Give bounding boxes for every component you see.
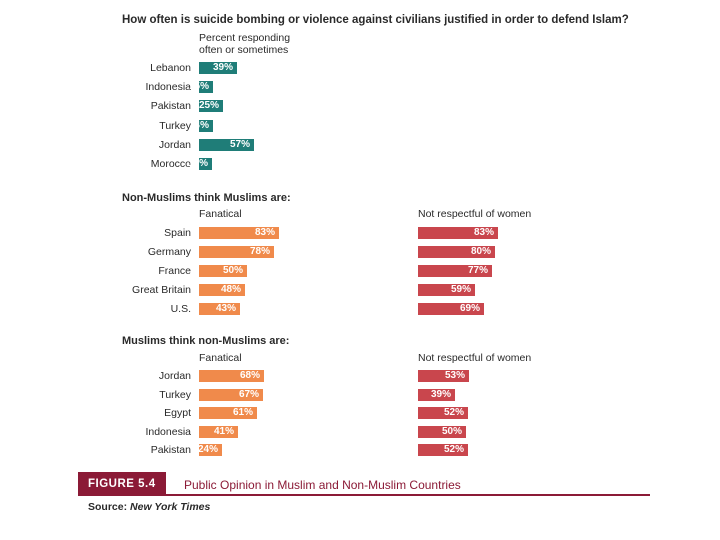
bar: 77% xyxy=(418,265,492,277)
bar-value-label: 52% xyxy=(443,407,464,418)
bar-value-label: 67% xyxy=(238,389,259,400)
chart-title: How often is suicide bombing or violence… xyxy=(122,14,629,26)
bar: 48% xyxy=(199,284,245,296)
bar-value-label: 52% xyxy=(443,444,464,455)
bar: 50% xyxy=(199,265,247,277)
bar: 59% xyxy=(418,284,475,296)
bar: 61% xyxy=(199,407,257,419)
bar-value-label: 25% xyxy=(198,100,219,111)
category-label: France xyxy=(158,265,191,277)
chart2-title: Non-Muslims think Muslims are: xyxy=(122,192,291,204)
bar-value-label: 14% xyxy=(188,120,209,131)
bar-value-label: 68% xyxy=(239,370,260,381)
figure-number: FIGURE 5.4 xyxy=(88,478,156,490)
bar-value-label: 50% xyxy=(222,265,243,276)
figure-rule xyxy=(78,494,650,496)
bar-value-label: 83% xyxy=(473,227,494,238)
category-label: Great Britain xyxy=(132,284,191,296)
chart1-subtitle-line2: often or sometimes xyxy=(199,44,289,56)
bar-value-label: 69% xyxy=(459,303,480,314)
bar: 83% xyxy=(418,227,498,239)
category-label: Jordan xyxy=(158,370,191,382)
bar-value-label: 57% xyxy=(229,139,250,150)
bar-value-label: 50% xyxy=(441,426,462,437)
bar: 43% xyxy=(199,303,240,315)
bar: 50% xyxy=(418,426,466,438)
chart2-series2-header: Not respectful of women xyxy=(418,208,532,220)
bar: 39% xyxy=(199,62,237,74)
category-label: Pakistan xyxy=(150,100,191,112)
bar-value-label: 80% xyxy=(470,246,491,257)
bar: 78% xyxy=(199,246,274,258)
category-label: Lebanon xyxy=(150,62,191,74)
bar-value-label: 24% xyxy=(197,444,218,455)
bar-value-label: 77% xyxy=(467,265,488,276)
bar-value-label: 61% xyxy=(232,407,253,418)
bar: 14% xyxy=(189,120,213,132)
category-label: U.S. xyxy=(170,303,191,315)
bar: 39% xyxy=(418,389,455,401)
category-label: Turkey xyxy=(159,389,191,401)
bar-value-label: 48% xyxy=(220,284,241,295)
bar: 15% xyxy=(189,81,213,93)
chart3-series1-header: Fanatical xyxy=(199,352,242,364)
bar: 69% xyxy=(418,303,484,315)
figure-number-box xyxy=(78,472,166,495)
category-label: Germany xyxy=(147,246,191,258)
source-line: Source: New York Times xyxy=(88,501,210,513)
source-label: Source: xyxy=(88,501,128,513)
chart3-series2-header: Not respectful of women xyxy=(418,352,532,364)
bar: 25% xyxy=(199,100,223,112)
bar: 24% xyxy=(197,444,222,456)
source-value: New York Times xyxy=(130,501,211,513)
bar: 52% xyxy=(418,407,468,419)
chart3-title: Muslims think non-Muslims are: xyxy=(122,335,290,347)
bar: 83% xyxy=(199,227,279,239)
bar-value-label: 83% xyxy=(254,227,275,238)
bar: 41% xyxy=(199,426,238,438)
bar-value-label: 53% xyxy=(444,370,465,381)
category-label: Pakistan xyxy=(150,444,191,456)
bar-value-label: 13% xyxy=(187,158,208,169)
category-label: Jordan xyxy=(158,139,191,151)
category-label: Egypt xyxy=(164,407,191,419)
chart1-subtitle-line1: Percent responding xyxy=(199,32,291,44)
bar-value-label: 59% xyxy=(450,284,471,295)
bar: 68% xyxy=(199,370,264,382)
bar-value-label: 78% xyxy=(249,246,270,257)
bar-value-label: 43% xyxy=(215,303,236,314)
category-label: Turkey xyxy=(159,120,191,132)
figure-title: Public Opinion in Muslim and Non-Muslim … xyxy=(184,478,461,492)
bar-value-label: 41% xyxy=(213,426,234,437)
chart2-series1-header: Fanatical xyxy=(199,208,242,220)
bar: 57% xyxy=(199,139,254,151)
bar: 53% xyxy=(418,370,469,382)
bar: 80% xyxy=(418,246,495,258)
category-label: Indonesia xyxy=(145,426,191,438)
category-label: Spain xyxy=(164,227,191,239)
bar-value-label: 39% xyxy=(212,62,233,73)
bar: 52% xyxy=(418,444,468,456)
bar-value-label: 39% xyxy=(430,389,451,400)
bar: 67% xyxy=(199,389,263,401)
category-label: Indonesia xyxy=(145,81,191,93)
category-label: Morocco xyxy=(150,158,191,170)
bar: 13% xyxy=(188,158,212,170)
bar-value-label: 15% xyxy=(188,81,209,92)
